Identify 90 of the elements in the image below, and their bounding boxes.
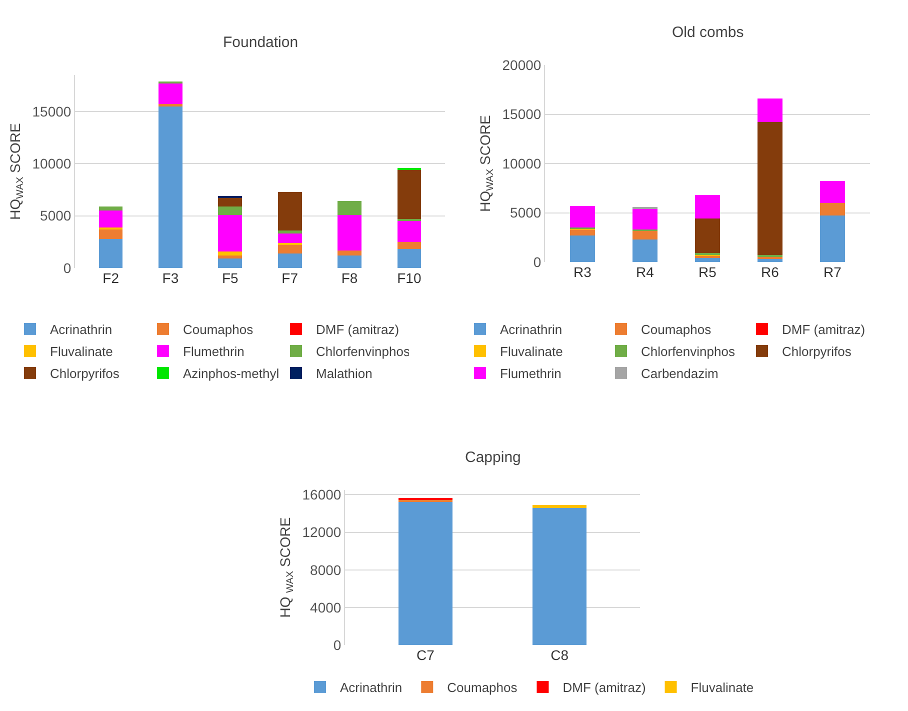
x-tick-label: C7 [416,647,435,663]
y-tick-label: 0 [533,254,542,270]
bar [278,192,302,230]
bar [397,221,422,242]
bar [338,201,362,215]
bar [397,170,422,219]
y-tick-label: 15000 [502,106,542,122]
bar [820,181,845,203]
bar [570,230,595,236]
bar [158,106,182,268]
bar [695,195,720,219]
x-tick-label: F2 [102,270,120,286]
y-tick-label: 12000 [302,524,342,540]
legend-label: DMF (amitraz) [782,322,866,338]
bar [632,239,658,262]
y-tick-label: 15000 [32,103,72,120]
bar [758,98,782,122]
bar [98,229,123,239]
legend-label: DMF (amitraz) [562,680,646,696]
y-tick-label: 0 [63,260,72,276]
bar [397,242,422,250]
bar [632,208,658,230]
bar [820,216,845,262]
bar [532,505,586,508]
y-tick-label: 16000 [302,486,342,503]
bar [398,502,452,645]
bar [532,508,586,645]
legend-label: Coumaphos [641,322,712,338]
chart-title: Foundation [223,34,298,51]
legend-label: Chlorpyrifos [50,366,120,382]
chart-title: Old combs [672,24,744,41]
legend-label: Chlorfenvinphos [641,344,736,360]
legend-label: Fluvalinate [50,344,113,360]
legend-label: Chlorpyrifos [782,344,852,360]
bar [218,255,242,259]
legend-label: DMF (amitraz) [316,322,400,338]
x-tick-label: R7 [824,264,842,280]
x-tick-label: F8 [341,270,358,286]
y-tick-label: 5000 [510,204,542,221]
bar [397,218,422,222]
bar [632,230,658,240]
legend-label: Acrinathrin [50,322,112,338]
bar [338,214,362,250]
bar [98,238,123,268]
bar [820,202,845,216]
bar [218,251,242,256]
legend-label: Flumethrin [183,344,244,360]
x-tick-label: C8 [550,647,569,663]
y-tick-label: 10000 [502,155,542,172]
bar [695,218,720,254]
x-tick-label: F7 [282,270,298,286]
y-tick-label: 8000 [310,562,342,578]
bar [98,206,123,211]
x-tick-label: F3 [162,270,179,286]
legend-label: Carbendazim [641,366,718,382]
x-tick-label: F10 [397,270,422,286]
legend-label: Acrinathrin [340,680,402,696]
bar [338,250,362,256]
legend-label: Coumaphos [183,322,254,338]
legend-label: Malathion [316,366,372,382]
bar [570,206,595,228]
bar [98,210,123,228]
legend-label: Acrinathrin [500,322,562,338]
legend-label: Flumethrin [500,366,562,382]
y-tick-label: 20000 [502,56,542,73]
bar [218,214,242,252]
y-tick-label: 4000 [310,599,342,616]
bar [338,255,362,268]
bar [758,122,782,256]
bar [218,258,242,268]
bar [218,206,242,215]
x-tick-label: R3 [574,264,592,280]
legend-label: Azinphos-methyl [183,366,280,382]
x-tick-label: F5 [222,270,239,286]
y-tick-label: 0 [333,636,342,653]
bar [278,253,302,268]
bar [278,234,302,243]
y-tick-label: 5000 [40,208,72,224]
x-tick-label: R6 [761,264,780,280]
legend-label: Coumaphos [447,680,518,696]
bar [278,230,302,234]
x-tick-label: R5 [698,264,717,280]
x-tick-label: R4 [636,264,654,280]
legend-label: Fluvalinate [690,680,754,696]
bar [158,83,182,104]
bar [397,249,422,268]
bar [570,235,595,262]
chart-title: Capping [465,449,521,466]
legend-label: Fluvalinate [500,344,563,360]
y-tick-label: 10000 [32,156,72,172]
